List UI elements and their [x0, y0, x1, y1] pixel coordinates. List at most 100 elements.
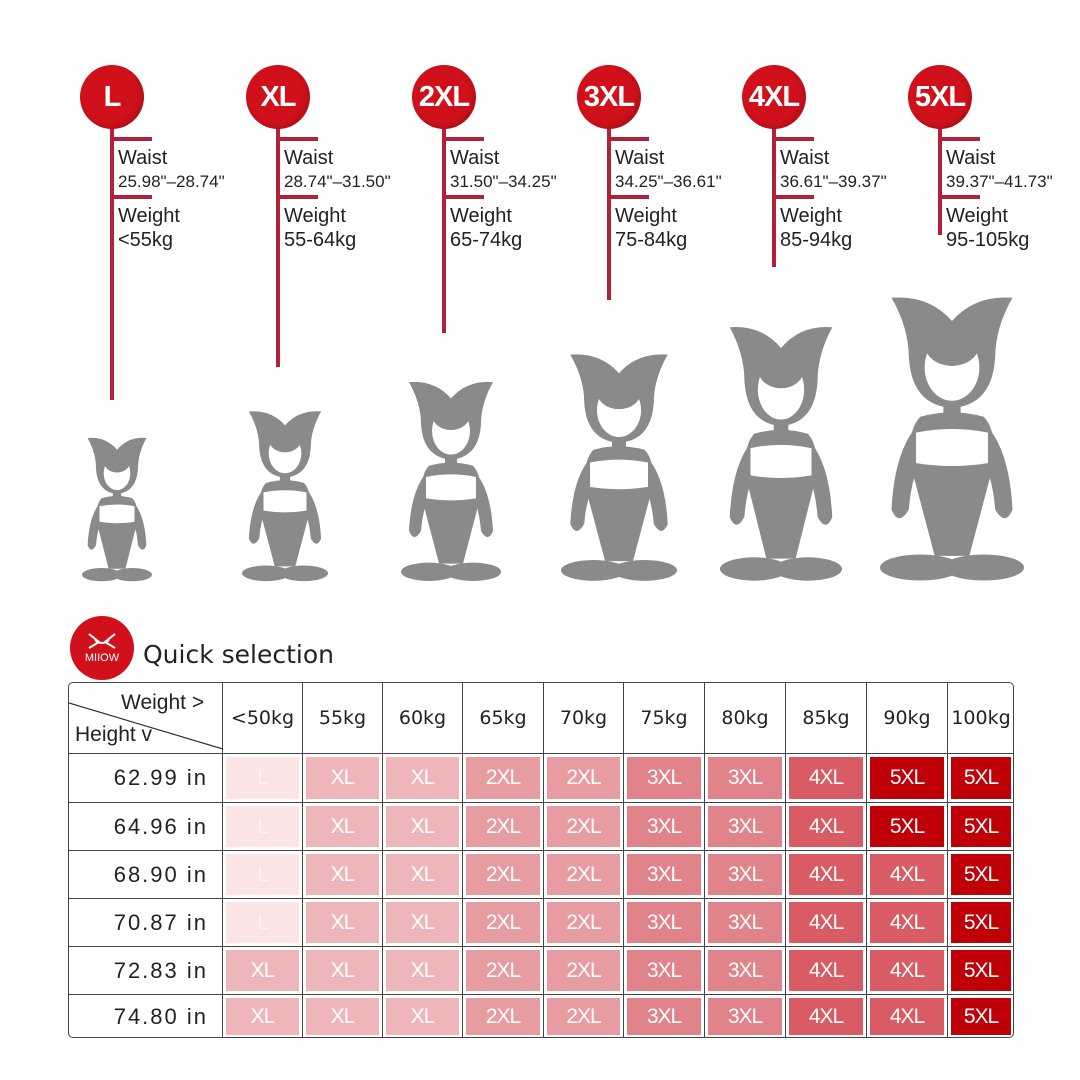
size-chip: 4XL: [789, 806, 863, 847]
size-badge: 5XL: [908, 65, 972, 129]
size-cell: 3XL: [624, 803, 705, 851]
size-chip: 5XL: [951, 806, 1011, 847]
column-header: 60kg: [383, 683, 463, 754]
size-chip: 3XL: [627, 998, 701, 1035]
body-figure-icon: [242, 411, 328, 582]
size-cell: 3XL: [705, 803, 786, 851]
size-chip: XL: [226, 950, 299, 991]
size-cell: 2XL: [463, 995, 544, 1037]
size-cell: XL: [383, 947, 463, 995]
size-chip: 5XL: [951, 950, 1011, 991]
height-axis-label: Height v: [75, 723, 153, 746]
size-chip: XL: [306, 806, 379, 847]
size-chip: L: [226, 854, 299, 895]
size-badge: 3XL: [577, 65, 641, 129]
size-table: Weight > Height v <50kg 55kg 60kg 65kg 70kg 7…: [68, 682, 1014, 1038]
size-chip: XL: [306, 854, 379, 895]
size-chip: 3XL: [627, 757, 701, 799]
tick-mark: [278, 137, 318, 141]
size-chip: 2XL: [547, 854, 620, 895]
size-cell: XL: [383, 803, 463, 851]
size-chip: XL: [306, 950, 379, 991]
size-chip: XL: [386, 854, 459, 895]
stem-line: [442, 120, 446, 333]
size-cell: 3XL: [705, 995, 786, 1037]
size-chip: 4XL: [870, 854, 944, 895]
row-header-height: 64.96 in: [69, 803, 223, 851]
stem-line: [772, 120, 776, 267]
size-cell: 4XL: [786, 899, 867, 947]
size-chip: 2XL: [547, 998, 620, 1035]
weight-value: 75-84kg: [615, 229, 688, 251]
tick-mark: [774, 137, 814, 141]
waist-label: Waist: [118, 147, 168, 169]
size-chip: 5XL: [870, 806, 944, 847]
size-chip: 3XL: [708, 806, 782, 847]
tick-mark: [444, 195, 484, 199]
size-cell: XL: [383, 995, 463, 1037]
size-chip: XL: [386, 806, 459, 847]
size-badge: 2XL: [412, 65, 476, 129]
size-chip: 3XL: [627, 806, 701, 847]
size-chip: 3XL: [708, 757, 782, 799]
size-chip: 3XL: [627, 950, 701, 991]
weight-value: <55kg: [118, 229, 174, 251]
size-cell: XL: [223, 947, 303, 995]
size-cell: 4XL: [867, 851, 948, 899]
size-chip: 3XL: [708, 902, 782, 943]
size-cell: 3XL: [705, 947, 786, 995]
size-cell: 4XL: [786, 851, 867, 899]
weight-label: Weight: [284, 205, 346, 227]
size-chip: L: [226, 902, 299, 943]
tick-mark: [609, 195, 649, 199]
size-cell: XL: [303, 851, 383, 899]
size-cell: 5XL: [867, 754, 948, 803]
size-cell: 5XL: [867, 803, 948, 851]
size-cell: 3XL: [624, 754, 705, 803]
body-figure-icon: [720, 326, 842, 581]
size-cell: XL: [303, 947, 383, 995]
tick-mark: [444, 137, 484, 141]
size-chip: 3XL: [708, 854, 782, 895]
size-chip: 4XL: [870, 950, 944, 991]
waist-label: Waist: [780, 147, 830, 169]
size-cell: 3XL: [624, 947, 705, 995]
size-chip: 5XL: [870, 757, 944, 799]
weight-value: 65-74kg: [450, 229, 523, 251]
size-cell: 5XL: [948, 803, 1013, 851]
size-cell: 4XL: [867, 947, 948, 995]
size-cell: 2XL: [463, 851, 544, 899]
row-header-height: 68.90 in: [69, 851, 223, 899]
size-cell: 5XL: [948, 947, 1013, 995]
size-cell: 3XL: [705, 899, 786, 947]
size-badge: L: [80, 65, 144, 129]
size-chip: 5XL: [951, 998, 1011, 1035]
size-cell: 3XL: [624, 899, 705, 947]
diagonal-divider: [69, 702, 223, 750]
column-header: 70kg: [544, 683, 624, 754]
weight-axis-label: Weight >: [121, 691, 205, 714]
size-chip: 2XL: [547, 757, 620, 799]
size-chip: 2XL: [466, 854, 540, 895]
size-cell: 5XL: [948, 899, 1013, 947]
size-cell: 2XL: [544, 803, 624, 851]
size-cell: 3XL: [705, 754, 786, 803]
size-chip: 4XL: [789, 998, 863, 1035]
size-cell: XL: [383, 899, 463, 947]
weight-value: 95-105kg: [946, 229, 1030, 251]
size-cell: 5XL: [948, 995, 1013, 1037]
size-cell: XL: [303, 754, 383, 803]
waist-value: 39.37"–41.73": [946, 172, 1053, 191]
size-chip: XL: [386, 757, 459, 799]
size-cell: 2XL: [463, 803, 544, 851]
size-cell: 2XL: [463, 754, 544, 803]
size-chip: XL: [386, 950, 459, 991]
size-cell: 4XL: [867, 995, 948, 1037]
size-cell: XL: [223, 995, 303, 1037]
size-chip: 4XL: [789, 902, 863, 943]
corner-header: Weight > Height v: [69, 683, 223, 754]
weight-label: Weight: [780, 205, 842, 227]
waist-value: 34.25"–36.61": [615, 172, 722, 191]
weight-label: Weight: [450, 205, 512, 227]
column-header: 55kg: [303, 683, 383, 754]
